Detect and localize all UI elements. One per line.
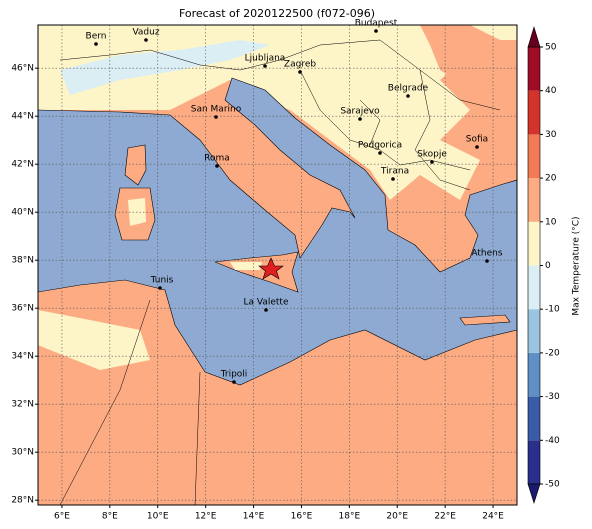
city-dot bbox=[374, 29, 378, 33]
city-label: Vaduz bbox=[132, 28, 159, 38]
city-dot bbox=[475, 145, 479, 149]
colorbar-tick-label: 30 bbox=[545, 130, 557, 140]
x-tick-label: 24°E bbox=[482, 512, 504, 522]
warm-zone bbox=[38, 310, 150, 370]
city-label: Athens bbox=[471, 249, 502, 259]
city-dot bbox=[358, 117, 362, 121]
warm-zone bbox=[230, 262, 262, 270]
city-label: Sarajevo bbox=[340, 107, 380, 117]
grid: 6°E 8°E 10°E 12°E 14°E 16°E 18°E 20°E 22°E 24°E 28… bbox=[11, 25, 517, 522]
x-tick-label: 18°E bbox=[339, 512, 361, 522]
y-tick-label: 44°N bbox=[11, 112, 34, 122]
city-dot bbox=[391, 177, 395, 181]
colorbar-band bbox=[528, 440, 540, 484]
colorbar-over bbox=[527, 25, 541, 48]
y-tick-label: 42°N bbox=[11, 160, 34, 170]
y-tick-label: 30°N bbox=[11, 448, 34, 458]
x-tick-label: 16°E bbox=[291, 512, 313, 522]
y-tick-label: 38°N bbox=[11, 256, 34, 266]
colorbar-tick-label: 20 bbox=[545, 174, 557, 184]
corsica bbox=[124, 144, 147, 186]
city-dot bbox=[485, 259, 489, 263]
colorbar-band bbox=[528, 265, 540, 310]
colorbar-tick-label: 0 bbox=[545, 261, 551, 271]
x-tick-label: 10°E bbox=[147, 512, 169, 522]
x-tick-label: 22°E bbox=[434, 512, 456, 522]
colorbar-band bbox=[528, 352, 540, 397]
y-tick-label: 46°N bbox=[11, 64, 34, 74]
y-tick-label: 34°N bbox=[11, 352, 34, 362]
colorbar-band bbox=[528, 90, 540, 135]
y-tick-label: 36°N bbox=[11, 304, 34, 314]
city-label: Tunis bbox=[150, 276, 174, 286]
colorbar-tick-label: -30 bbox=[545, 392, 560, 402]
y-tick-label: 28°N bbox=[11, 496, 34, 506]
city-dot bbox=[430, 160, 434, 164]
city-dot bbox=[264, 308, 268, 312]
colorbar-tick-label: 10 bbox=[545, 217, 557, 227]
colorbar-band bbox=[528, 134, 540, 179]
city-label: Tirana bbox=[380, 167, 409, 177]
map-frame bbox=[37, 24, 518, 506]
city-label: San Marino bbox=[191, 105, 242, 115]
colorbar: -50 -40 -30 -20 -10 0 10 20 30 40 50 bbox=[527, 25, 560, 504]
x-tick-label: 6°E bbox=[54, 512, 70, 522]
city-label: Tripoli bbox=[220, 370, 248, 380]
map-area bbox=[38, 25, 517, 505]
colorbar-label: Max Temperature (°C) bbox=[572, 216, 582, 315]
x-tick-label: 8°E bbox=[102, 512, 118, 522]
colorbar-under bbox=[527, 483, 541, 504]
city-label: La Valette bbox=[244, 298, 289, 308]
city-label: Ljubljana bbox=[245, 54, 286, 64]
crete bbox=[459, 314, 511, 326]
city-dot bbox=[378, 151, 382, 155]
city-label: Bern bbox=[86, 32, 107, 42]
city-label: Roma bbox=[204, 154, 230, 164]
colorbar-tick-label: -50 bbox=[545, 480, 560, 490]
city-dot bbox=[232, 380, 236, 384]
x-tick-label: 14°E bbox=[243, 512, 265, 522]
city-markers: Bern Vaduz Budapest Ljubljana Zagreb Bel… bbox=[86, 19, 503, 384]
colorbar-band bbox=[528, 309, 540, 353]
city-label: Skopje bbox=[417, 150, 447, 160]
colorbar-tick-label: 40 bbox=[545, 86, 557, 96]
city-label: Belgrade bbox=[388, 84, 429, 94]
y-tick-label: 32°N bbox=[11, 400, 34, 410]
colorbar-band bbox=[528, 396, 540, 441]
city-dot bbox=[158, 286, 162, 290]
x-tick-label: 12°E bbox=[195, 512, 217, 522]
cool-zone bbox=[60, 40, 270, 95]
city-dot bbox=[263, 64, 267, 68]
city-dot bbox=[94, 42, 98, 46]
city-label: Budapest bbox=[355, 19, 398, 29]
x-tick-label: 20°E bbox=[386, 512, 408, 522]
colorbar-band bbox=[528, 178, 540, 222]
city-dot bbox=[144, 38, 148, 42]
colorbar-tick-label: -10 bbox=[545, 305, 560, 315]
colorbar-tick-label: -20 bbox=[545, 348, 560, 358]
colorbar-tick-label: -40 bbox=[545, 436, 560, 446]
city-label: Zagreb bbox=[284, 60, 316, 70]
borders bbox=[59, 39, 501, 505]
city-dot bbox=[406, 94, 410, 98]
city-label: Sofia bbox=[466, 135, 488, 145]
colorbar-tick-label: 50 bbox=[545, 43, 557, 53]
y-tick-label: 40°N bbox=[11, 208, 34, 218]
city-dot bbox=[298, 70, 302, 74]
forecast-point bbox=[258, 257, 284, 280]
city-label: Podgorica bbox=[358, 141, 402, 151]
city-dot bbox=[215, 164, 219, 168]
colorbar-band bbox=[528, 221, 540, 266]
city-dot bbox=[214, 115, 218, 119]
map-title: Forecast of 2020122500 (f072-096) bbox=[179, 7, 375, 20]
colorbar-band bbox=[528, 47, 540, 91]
